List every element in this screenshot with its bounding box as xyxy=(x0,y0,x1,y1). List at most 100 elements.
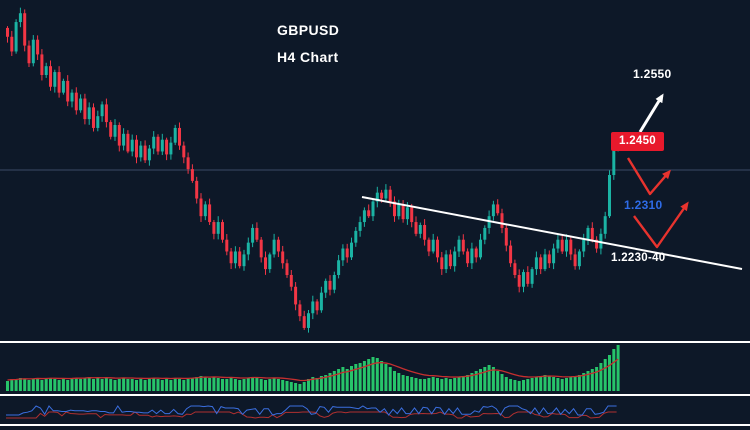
histogram-bar xyxy=(483,367,487,391)
histogram-bar xyxy=(307,379,310,391)
histogram-bar xyxy=(362,361,366,391)
candle xyxy=(109,122,113,137)
histogram-bar xyxy=(577,375,581,391)
candle xyxy=(509,245,513,264)
histogram-bar xyxy=(448,379,452,391)
panel-separator xyxy=(0,424,750,426)
candle xyxy=(560,239,564,252)
candle xyxy=(491,204,495,217)
candle xyxy=(586,227,590,240)
histogram-bar xyxy=(178,379,181,391)
candle xyxy=(350,242,353,258)
histogram-bar xyxy=(565,378,568,391)
histogram-bar xyxy=(31,379,35,391)
histogram-bar xyxy=(418,379,422,391)
target-price-label: 1.2550 xyxy=(633,67,672,81)
candle xyxy=(470,248,474,264)
candle xyxy=(337,260,341,275)
candle xyxy=(195,180,199,199)
candle xyxy=(289,275,293,287)
histogram-bar xyxy=(40,380,44,391)
candle xyxy=(83,98,87,120)
histogram-bar xyxy=(53,379,57,391)
candle xyxy=(410,207,414,223)
histogram-bar xyxy=(126,379,130,391)
histogram-bar xyxy=(427,378,431,391)
indicator-line-red xyxy=(6,411,617,419)
candle xyxy=(221,222,224,240)
candle xyxy=(259,239,263,258)
histogram-bar xyxy=(616,345,620,391)
candle xyxy=(375,192,379,202)
histogram-bar xyxy=(504,377,508,391)
candle xyxy=(577,251,581,267)
histogram-bar xyxy=(281,380,285,391)
candle xyxy=(414,222,418,234)
histogram-bar xyxy=(49,378,52,391)
histogram-bar xyxy=(147,379,151,391)
candle xyxy=(565,239,568,252)
histogram-bar xyxy=(590,369,594,391)
histogram-bar xyxy=(229,378,233,391)
histogram-bar xyxy=(543,375,547,391)
histogram-bar xyxy=(341,367,345,391)
candle xyxy=(608,175,611,217)
panel-separator xyxy=(0,341,750,343)
candle xyxy=(53,72,57,87)
candle xyxy=(534,257,538,270)
candle xyxy=(49,66,52,87)
histogram-bar xyxy=(560,379,564,391)
candle xyxy=(393,201,396,217)
histogram-bar xyxy=(36,378,40,391)
candle xyxy=(66,80,70,102)
histogram-bar xyxy=(203,377,207,391)
histogram-bar xyxy=(165,379,169,391)
trendline[interactable] xyxy=(361,196,743,270)
histogram-bar xyxy=(190,378,194,391)
candle xyxy=(427,239,431,252)
candle xyxy=(440,257,444,270)
histogram-bar xyxy=(608,355,611,391)
candle xyxy=(147,148,151,161)
pullback-arrow-2 xyxy=(633,201,689,249)
histogram-bar xyxy=(238,380,242,391)
candle xyxy=(543,254,547,270)
candle xyxy=(397,204,401,217)
histogram-bar xyxy=(461,376,465,391)
candle xyxy=(448,254,452,267)
signal-line xyxy=(7,358,619,382)
candle xyxy=(255,227,259,240)
candle xyxy=(281,251,285,264)
candle xyxy=(513,263,517,275)
histogram-bar xyxy=(233,379,237,391)
candle xyxy=(251,227,255,243)
histogram-bar xyxy=(513,380,517,391)
candle xyxy=(57,72,61,93)
candle xyxy=(384,189,388,199)
candle xyxy=(302,316,306,328)
histogram-bar xyxy=(599,363,603,391)
candle xyxy=(573,254,577,267)
histogram-bar xyxy=(251,377,255,391)
histogram-bar xyxy=(405,376,409,391)
candle xyxy=(229,251,233,264)
candle xyxy=(362,210,366,223)
histogram-bar xyxy=(70,379,74,391)
candle xyxy=(530,269,534,284)
candle xyxy=(453,251,457,267)
candle xyxy=(208,204,212,223)
histogram-bar xyxy=(302,382,306,391)
candle xyxy=(10,36,14,52)
histogram-bar xyxy=(410,377,414,391)
candle xyxy=(212,222,216,234)
chart-title-block: GBPUSD H4 Chart xyxy=(277,22,339,65)
histogram-bar xyxy=(276,379,280,391)
histogram-bar xyxy=(324,375,328,391)
candle xyxy=(474,248,478,258)
candle xyxy=(496,204,500,214)
candle xyxy=(199,198,203,217)
candle xyxy=(36,39,40,55)
